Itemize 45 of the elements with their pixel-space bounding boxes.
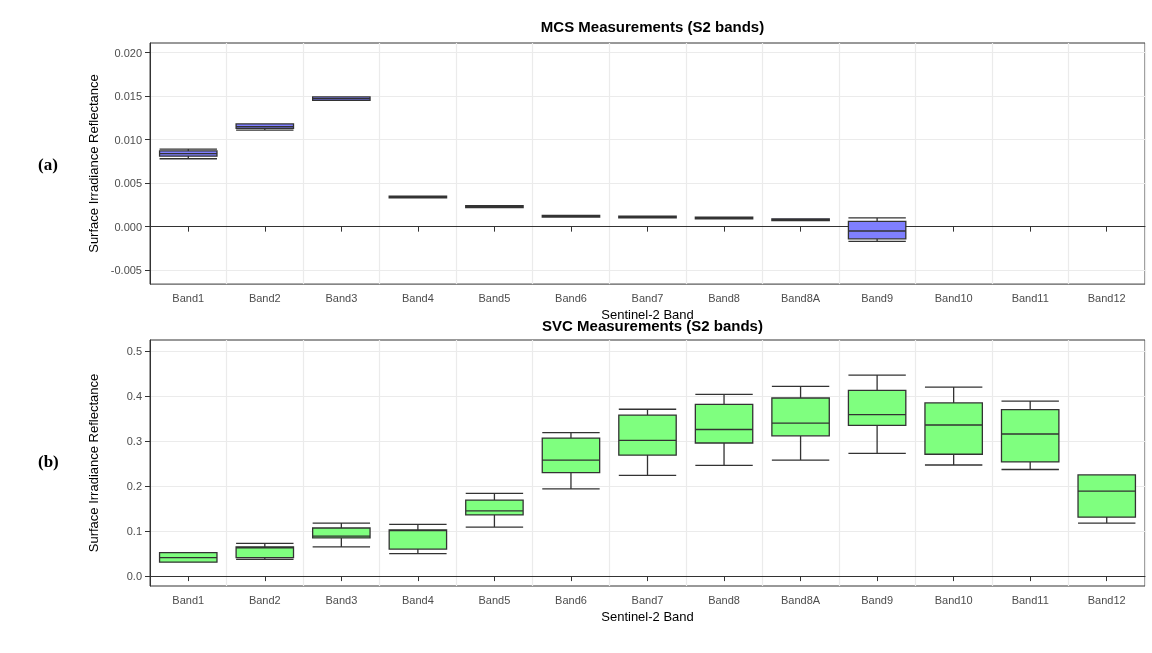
x-tick-label: Band2 bbox=[248, 291, 281, 304]
y-tick-label: 0.005 bbox=[114, 177, 142, 190]
x-tick-label: Band1 bbox=[172, 291, 205, 304]
y-tick-label: 0.3 bbox=[126, 435, 142, 448]
x-tick-label: Band7 bbox=[631, 593, 664, 606]
y-tick-label: -0.005 bbox=[110, 264, 142, 277]
x-tick-label: Band4 bbox=[401, 291, 434, 304]
x-tick-label: Band10 bbox=[934, 593, 973, 606]
x-tick-label: Band3 bbox=[325, 291, 358, 304]
y-axis-title: Surface Irradiance Reflectance bbox=[86, 373, 101, 553]
x-tick-label: Band8 bbox=[708, 291, 740, 304]
y-tick-label: 0.5 bbox=[126, 345, 142, 358]
x-tick-label: Band11 bbox=[1011, 593, 1049, 606]
x-tick-label: Band5 bbox=[478, 593, 511, 606]
chart-title: MCS Measurements (S2 bands) bbox=[540, 18, 765, 35]
x-tick-label: Band9 bbox=[861, 291, 894, 304]
x-axis-title: Sentinel-2 Band bbox=[601, 307, 694, 322]
x-tick-label: Band6 bbox=[555, 593, 587, 606]
x-tick-label: Band9 bbox=[861, 593, 894, 606]
y-tick-label: 0.2 bbox=[126, 480, 142, 493]
y-tick-label: 0.015 bbox=[114, 90, 142, 103]
x-axis-title: Sentinel-2 Band bbox=[601, 608, 694, 624]
x-tick-label: Band11 bbox=[1011, 291, 1049, 304]
x-tick-label: Band2 bbox=[248, 593, 281, 606]
x-tick-label: Band4 bbox=[401, 593, 434, 606]
text: (b) bbox=[38, 452, 59, 471]
y-tick-label: 0.4 bbox=[126, 390, 142, 403]
x-tick-label: Band7 bbox=[631, 291, 664, 304]
y-tick-label: 0.000 bbox=[114, 220, 142, 233]
x-tick-label: Band8 bbox=[708, 593, 740, 606]
x-tick-label: Band8A bbox=[781, 291, 821, 304]
y-tick-label: 0.020 bbox=[114, 46, 142, 59]
y-tick-label: 0.1 bbox=[126, 525, 142, 538]
y-tick-label: 0.010 bbox=[114, 133, 142, 146]
text: (a) bbox=[38, 154, 58, 174]
x-tick-label: Band12 bbox=[1087, 291, 1126, 304]
x-tick-label: Band6 bbox=[555, 291, 587, 304]
x-tick-label: Band3 bbox=[325, 593, 358, 606]
x-tick-label: Band1 bbox=[172, 593, 205, 606]
x-tick-label: Band8A bbox=[781, 593, 821, 606]
x-tick-label: Band12 bbox=[1087, 593, 1126, 606]
y-tick-label: 0.0 bbox=[126, 570, 142, 583]
x-tick-label: Band10 bbox=[934, 291, 973, 304]
x-tick-label: Band5 bbox=[478, 291, 511, 304]
y-axis-title: Surface Irradiance Reflectance bbox=[85, 74, 101, 253]
